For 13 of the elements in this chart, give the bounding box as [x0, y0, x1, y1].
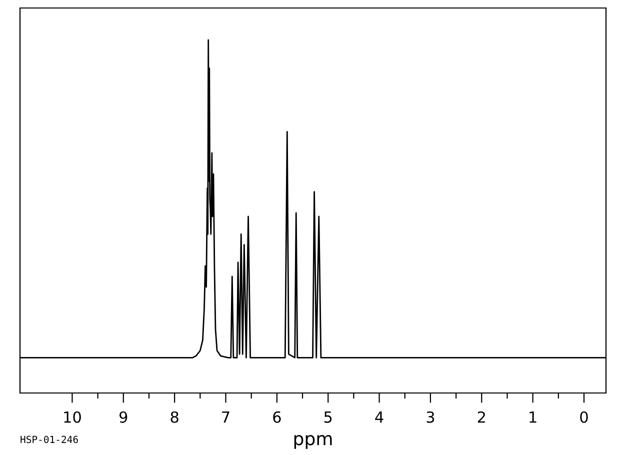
x-tick-label: 2	[478, 411, 485, 423]
x-tick-label: 6	[273, 411, 281, 423]
x-tick-label: 3	[426, 411, 434, 423]
x-tick-label: 5	[324, 412, 332, 423]
x-tick-label: 8	[170, 411, 178, 423]
x-axis-title: ppm	[294, 435, 332, 449]
x-tick-label: 10	[64, 411, 81, 423]
x-tick-label: 4	[375, 412, 384, 423]
text: HSP-01-246	[20, 436, 78, 444]
x-tick-label: 7	[222, 412, 230, 423]
x-tick-label: 1	[530, 412, 536, 423]
x-tick-label: 0	[580, 411, 588, 423]
x-tick-label: 9	[119, 411, 128, 423]
